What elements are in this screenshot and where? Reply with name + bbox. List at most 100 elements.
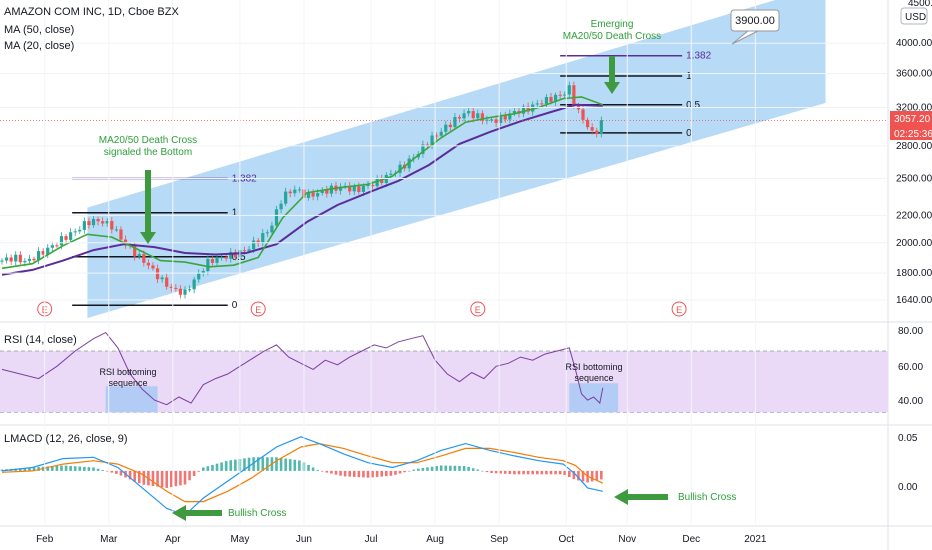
candle-body [252, 240, 256, 250]
candle-body [357, 186, 361, 192]
candle-body [110, 220, 114, 230]
candle-body [96, 218, 100, 222]
candle-body [476, 113, 480, 119]
lmacd-histogram-bar [234, 459, 237, 471]
candle-body [55, 245, 59, 247]
bullish-left-arrow-shaft [186, 510, 222, 516]
lmacd-histogram-bar [174, 470, 178, 487]
lmacd-histogram-bar [503, 470, 507, 474]
lmacd-histogram-bar [439, 465, 443, 471]
time-tick-label: Jul [365, 534, 378, 545]
candle-body [306, 192, 311, 198]
candle-body [50, 245, 54, 248]
candle-body [4, 257, 9, 261]
lmacd-histogram-bar [513, 470, 516, 475]
candle-body [206, 259, 210, 272]
lmacd-histogram-bar [375, 470, 379, 477]
lmacd-histogram-bar [435, 466, 438, 471]
left-fib-label: 1 [232, 208, 238, 219]
time-tick-label: Aug [426, 534, 444, 545]
lmacd-histogram-bar [568, 470, 571, 478]
time-tick-label: May [230, 534, 249, 545]
lmacd-histogram-bar [160, 470, 164, 488]
lmacd-histogram-bar [46, 466, 50, 471]
candle-body [370, 184, 375, 187]
target-label: 3900.00 [735, 15, 775, 27]
candle-body [165, 277, 169, 287]
death-cross-bottom-line2: signaled the Bottom [104, 147, 192, 158]
candle-body [398, 164, 402, 173]
lmacd-histogram-bar [96, 468, 100, 471]
lmacd-histogram-bar [169, 470, 173, 488]
bullish-left-arrow-head [172, 505, 186, 521]
candle-body [215, 257, 219, 263]
regression-channel [87, 0, 826, 318]
lmacd-histogram-bar [0, 469, 4, 471]
candle-body [457, 117, 462, 119]
time-tick-label: Dec [682, 534, 700, 545]
candle-body [0, 260, 4, 262]
candle-body [485, 119, 489, 121]
lmacd-histogram-bar [156, 470, 159, 487]
lmacd-histogram-bar [220, 462, 223, 471]
rsi-tick-80: 80.00 [898, 326, 923, 337]
candle-body [197, 273, 201, 280]
candle-body [288, 191, 292, 194]
candle-body [201, 271, 205, 274]
candle-body [91, 218, 96, 226]
candle-body [439, 131, 443, 136]
candle-body [499, 115, 503, 123]
channel-fill [87, 0, 826, 318]
candle-body [531, 104, 535, 112]
countdown-badge [890, 126, 932, 140]
lmacd-histogram-bar [508, 470, 512, 475]
annotations [140, 56, 668, 521]
candle-body [14, 254, 18, 262]
candle-body [526, 106, 530, 112]
time-tick-label: Nov [618, 534, 636, 545]
lmacd-histogram-bar [23, 467, 27, 471]
lmacd-histogram-bar [385, 470, 388, 477]
lmacd-histogram-bar [526, 470, 530, 475]
candle-body [210, 259, 215, 263]
candle-body [297, 189, 301, 191]
lmacd-histogram-bar [151, 470, 155, 487]
price-tick-label: 2000.00 [896, 238, 932, 249]
lmacd-histogram-bar [275, 457, 278, 471]
lmacd-histogram-bar [83, 466, 86, 471]
lmacd-histogram-bar [192, 470, 196, 476]
rsi-right-line2: sequence [574, 373, 613, 383]
lmacd-histogram-bar [426, 467, 429, 471]
lmacd-histogram-bar [444, 465, 448, 471]
lmacd-histogram-bar [590, 470, 594, 482]
lmacd-histogram-bar [243, 458, 246, 471]
lmacd-histogram-bar [453, 465, 457, 471]
lmacd-histogram-bar [224, 461, 228, 471]
lmacd-histogram-bar [412, 469, 416, 471]
ma20-line [1, 96, 604, 270]
lmacd-histogram-bar [188, 470, 191, 481]
emerging-arrow-shaft [609, 56, 615, 82]
currency-badge[interactable] [900, 7, 928, 25]
lmacd-histogram-bar [165, 470, 168, 488]
rsi-legend: RSI (14, close) [4, 334, 77, 346]
lmacd-histogram-bar [330, 470, 333, 474]
lmacd-histogram-bar [229, 460, 233, 471]
price-tick-label: 2800.00 [896, 141, 932, 152]
lmacd-histogram-bar [394, 470, 397, 475]
lmacd-histogram-bar [137, 470, 141, 484]
time-tick-label: Mar [100, 534, 118, 545]
last-price-label: 3057.20 [894, 114, 931, 125]
bullish-right-arrow-head [614, 489, 628, 505]
rsi-tick-60: 60.00 [898, 362, 923, 373]
earnings-markers: EEEE [37, 301, 687, 317]
candle-body [435, 135, 439, 137]
ma50-legend: MA (50, close) [4, 24, 74, 36]
candle-body [37, 251, 41, 261]
candle-body [572, 85, 576, 107]
candle-body [183, 289, 187, 295]
time-tick-label: Oct [558, 534, 574, 545]
candle-body [563, 94, 567, 96]
candle-body [549, 96, 553, 102]
